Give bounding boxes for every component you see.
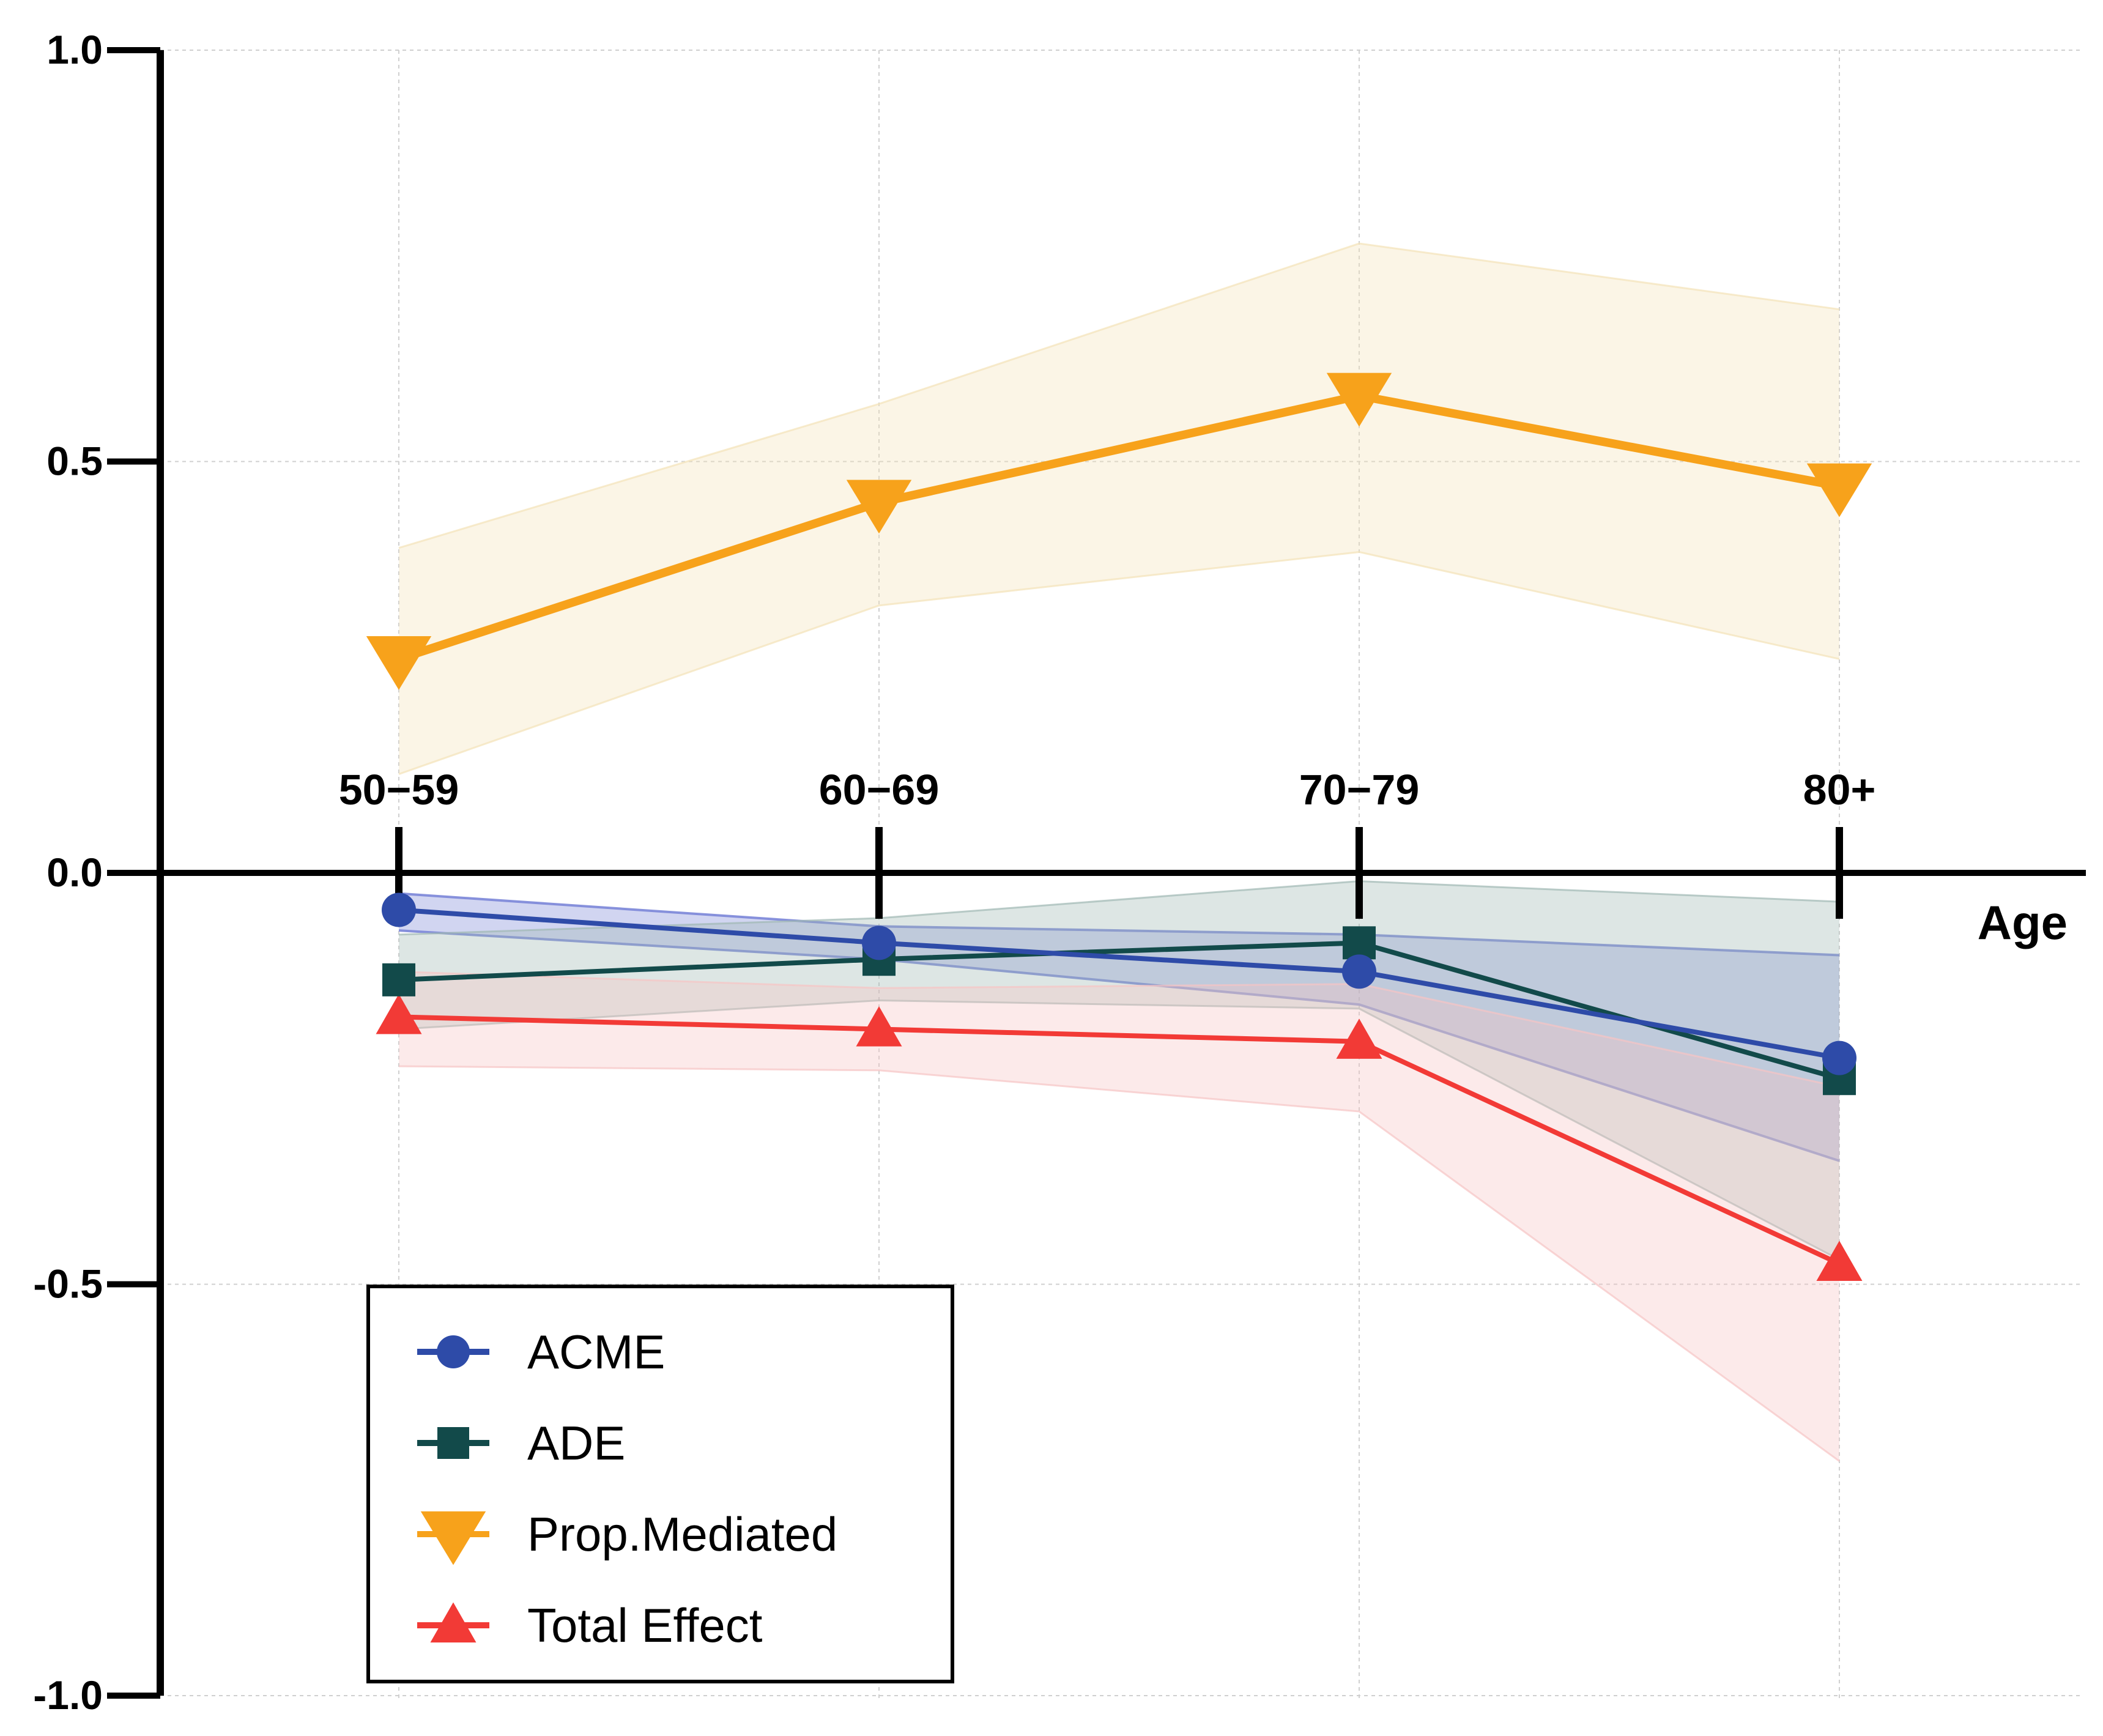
point-total-effect-2 <box>1336 1018 1382 1059</box>
point-ade-2 <box>1343 926 1376 960</box>
point-prop-mediated-2 <box>1326 373 1392 427</box>
point-acme-3 <box>1822 1040 1856 1075</box>
legend-marker-acme <box>437 1335 470 1368</box>
legend-label: Prop.Mediated <box>527 1507 837 1561</box>
line-acme <box>398 907 1840 1061</box>
x-tick-label: 80+ <box>1803 766 1876 814</box>
legend-label: ADE <box>527 1416 625 1470</box>
band-lower-acme <box>398 929 1840 1162</box>
y-tick-label: 1.0 <box>46 27 103 72</box>
legend-label: ACME <box>527 1325 665 1379</box>
point-prop-mediated-1 <box>846 480 912 534</box>
series-lines <box>397 391 1841 1266</box>
band-total-effect <box>399 971 1839 1461</box>
point-total-effect-0 <box>376 993 422 1034</box>
band-lower-prop-mediated <box>398 551 1840 776</box>
legend-item-acme: ACME <box>417 1325 665 1379</box>
point-total-effect-3 <box>1816 1241 1863 1281</box>
legend-item-ade: ADE <box>417 1416 625 1470</box>
legend-marker-ade <box>437 1427 469 1459</box>
legend-item-total-effect: Total Effect <box>417 1598 763 1652</box>
line-prop-mediated <box>397 391 1841 663</box>
band-upper-acme <box>398 892 1840 957</box>
y-tick-label: -0.5 <box>33 1261 103 1307</box>
series-markers <box>366 373 1872 1281</box>
band-prop-mediated <box>399 243 1839 774</box>
point-acme-2 <box>1342 954 1376 989</box>
x-tick-label: 50−59 <box>339 766 459 814</box>
axes: 1.0 0.5 0.0 -0.5 -1.0 50−59 60−69 70−79 80+ Age <box>33 27 2086 1718</box>
line-total-effect <box>398 1014 1841 1266</box>
confidence-bands <box>398 242 1840 1462</box>
band-lower-total-effect <box>398 1065 1840 1462</box>
point-prop-mediated-3 <box>1806 463 1872 517</box>
point-prop-mediated-0 <box>366 636 432 690</box>
band-upper-prop-mediated <box>398 242 1840 549</box>
y-tick-label: -1.0 <box>33 1672 103 1718</box>
legend-item-prop-mediated: Prop.Mediated <box>417 1507 837 1565</box>
band-acme <box>399 893 1839 1161</box>
point-acme-0 <box>382 892 416 927</box>
band-upper-total-effect <box>398 970 1840 1088</box>
legend: ACME ADE Prop.Mediated Total Effect <box>366 1285 954 1683</box>
point-acme-1 <box>862 925 896 960</box>
point-ade-0 <box>382 963 415 996</box>
point-total-effect-1 <box>856 1006 902 1047</box>
band-lower-ade <box>398 999 1840 1261</box>
legend-marker-total-effect <box>430 1602 477 1643</box>
x-tick-label: 70−79 <box>1299 766 1420 814</box>
line-ade <box>398 940 1841 1081</box>
x-tick-label: 60−69 <box>819 766 940 814</box>
x-axis-label: Age <box>1978 896 2068 949</box>
legend-marker-prop-mediated <box>420 1511 486 1565</box>
legend-label: Total Effect <box>527 1598 763 1652</box>
y-tick-label: 0.5 <box>46 439 103 484</box>
y-tick-label: 0.0 <box>46 850 103 895</box>
